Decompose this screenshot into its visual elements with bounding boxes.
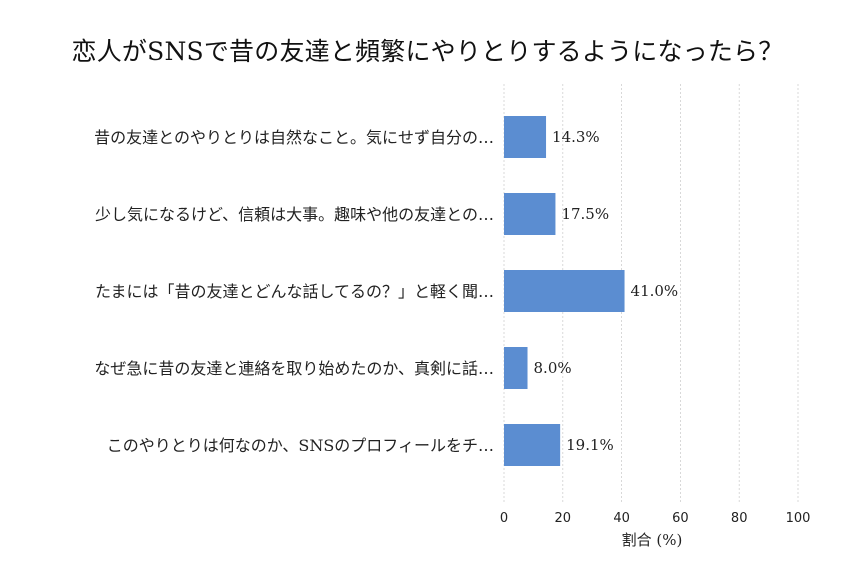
category-label: 少し気になるけど、信頼は大事。趣味や他の友達との… xyxy=(95,205,494,224)
x-axis-label: 割合 (%) xyxy=(622,531,683,549)
labels: 0 20 40 60 80 100 昔の友達とのやりとりは自然なこと。気にせず自分の… 14.… xyxy=(94,128,810,549)
x-tick-label: 40 xyxy=(613,511,630,526)
bar xyxy=(504,347,528,389)
x-tick-label: 60 xyxy=(672,511,689,526)
value-label: 41.0% xyxy=(631,282,679,300)
chart-title: 恋人がSNSで昔の友達と頻繁にやりとりするようになったら？ xyxy=(71,37,784,66)
bars xyxy=(504,116,625,466)
category-label: たまには「昔の友達とどんな話してるの？」と軽く聞… xyxy=(95,282,494,301)
bar xyxy=(504,270,625,312)
category-label: このやりとりは何なのか、SNSのプロフィールをチ… xyxy=(107,436,494,455)
category-label: 昔の友達とのやりとりは自然なこと。気にせず自分の… xyxy=(94,128,494,147)
category-label: なぜ急に昔の友達と連絡を取り始めたのか、真剣に話… xyxy=(94,359,494,378)
bar xyxy=(504,193,556,235)
value-label: 17.5% xyxy=(561,205,609,223)
x-tick-label: 20 xyxy=(555,511,572,526)
value-label: 19.1% xyxy=(566,436,614,454)
x-tick-label: 80 xyxy=(731,511,748,526)
value-label: 8.0% xyxy=(534,359,572,377)
x-tick-label: 100 xyxy=(786,511,811,526)
value-label: 14.3% xyxy=(552,128,600,146)
bar xyxy=(504,116,547,158)
bar xyxy=(504,424,561,466)
x-tick-label: 0 xyxy=(500,511,508,526)
